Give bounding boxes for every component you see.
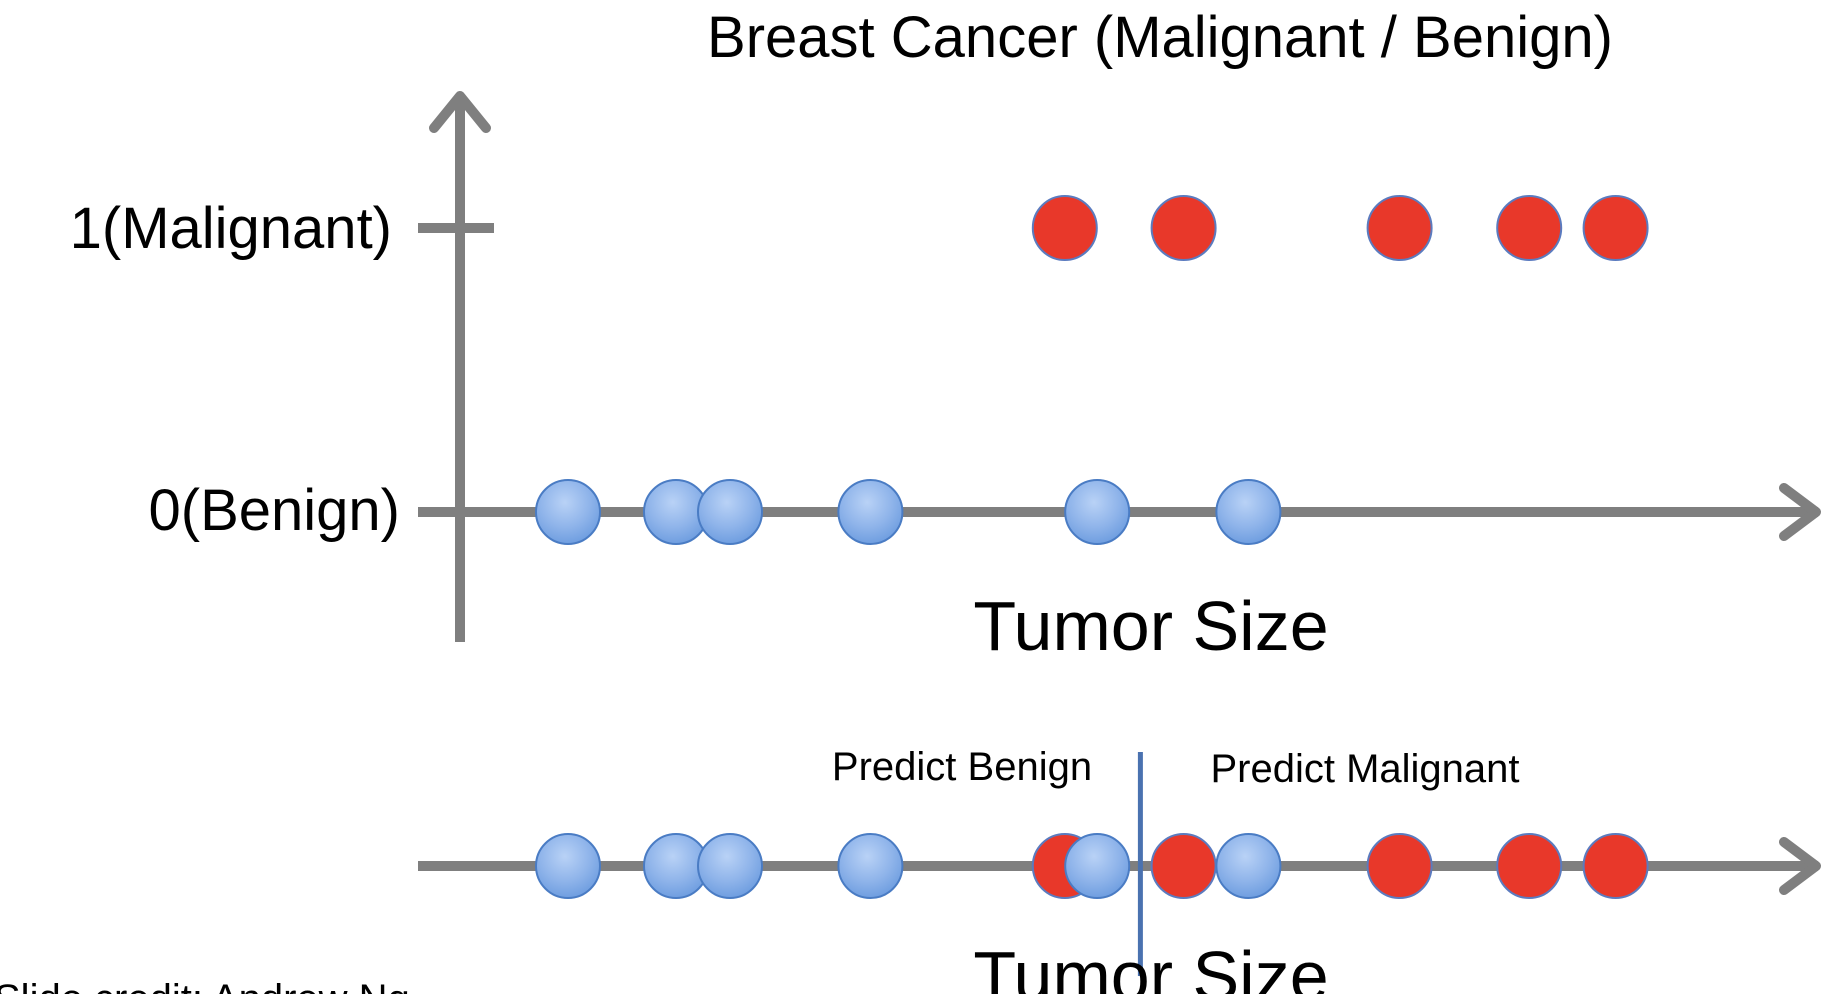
benign-point: [837, 833, 904, 899]
bottom-x-axis-arrowhead: [1779, 837, 1821, 895]
benign-point: [1064, 479, 1131, 545]
top-x-axis-label: Tumor Size: [973, 587, 1328, 665]
benign-point: [1215, 479, 1282, 545]
malignant-point: [1031, 195, 1098, 261]
benign-point: [1215, 833, 1282, 899]
benign-point: [1064, 833, 1131, 899]
malignant-point: [1496, 195, 1563, 261]
top-plot: 1(Malignant) 0(Benign) Tumor Size: [70, 91, 1821, 665]
predict-benign-label: Predict Benign: [832, 745, 1092, 789]
benign-point: [837, 479, 904, 545]
malignant-point: [1150, 833, 1217, 899]
y-tick-0-label: 0(Benign): [149, 478, 400, 543]
malignant-point: [1582, 195, 1649, 261]
top-x-axis-arrowhead: [1779, 483, 1821, 541]
benign-point: [697, 833, 763, 899]
predict-malignant-label: Predict Malignant: [1210, 747, 1519, 791]
y-tick-1-label: 1(Malignant): [70, 196, 392, 261]
malignant-point: [1150, 195, 1217, 261]
slide-credit-text: Slide credit: Andrew Ng: [0, 977, 410, 994]
benign-point: [697, 479, 763, 545]
malignant-point: [1496, 833, 1563, 899]
benign-point: [535, 479, 601, 545]
malignant-point: [1366, 833, 1433, 899]
chart-title: Breast Cancer (Malignant / Benign): [707, 5, 1613, 70]
bottom-data-points: [535, 833, 1649, 899]
top-y-axis-arrowhead: [429, 91, 491, 133]
malignant-point: [1582, 833, 1649, 899]
benign-point: [535, 833, 601, 899]
top-data-points: [535, 195, 1649, 545]
bottom-plot: Predict Benign Predict Malignant Tumor S…: [418, 745, 1821, 994]
malignant-point: [1366, 195, 1433, 261]
bottom-x-axis-label: Tumor Size: [973, 937, 1328, 994]
